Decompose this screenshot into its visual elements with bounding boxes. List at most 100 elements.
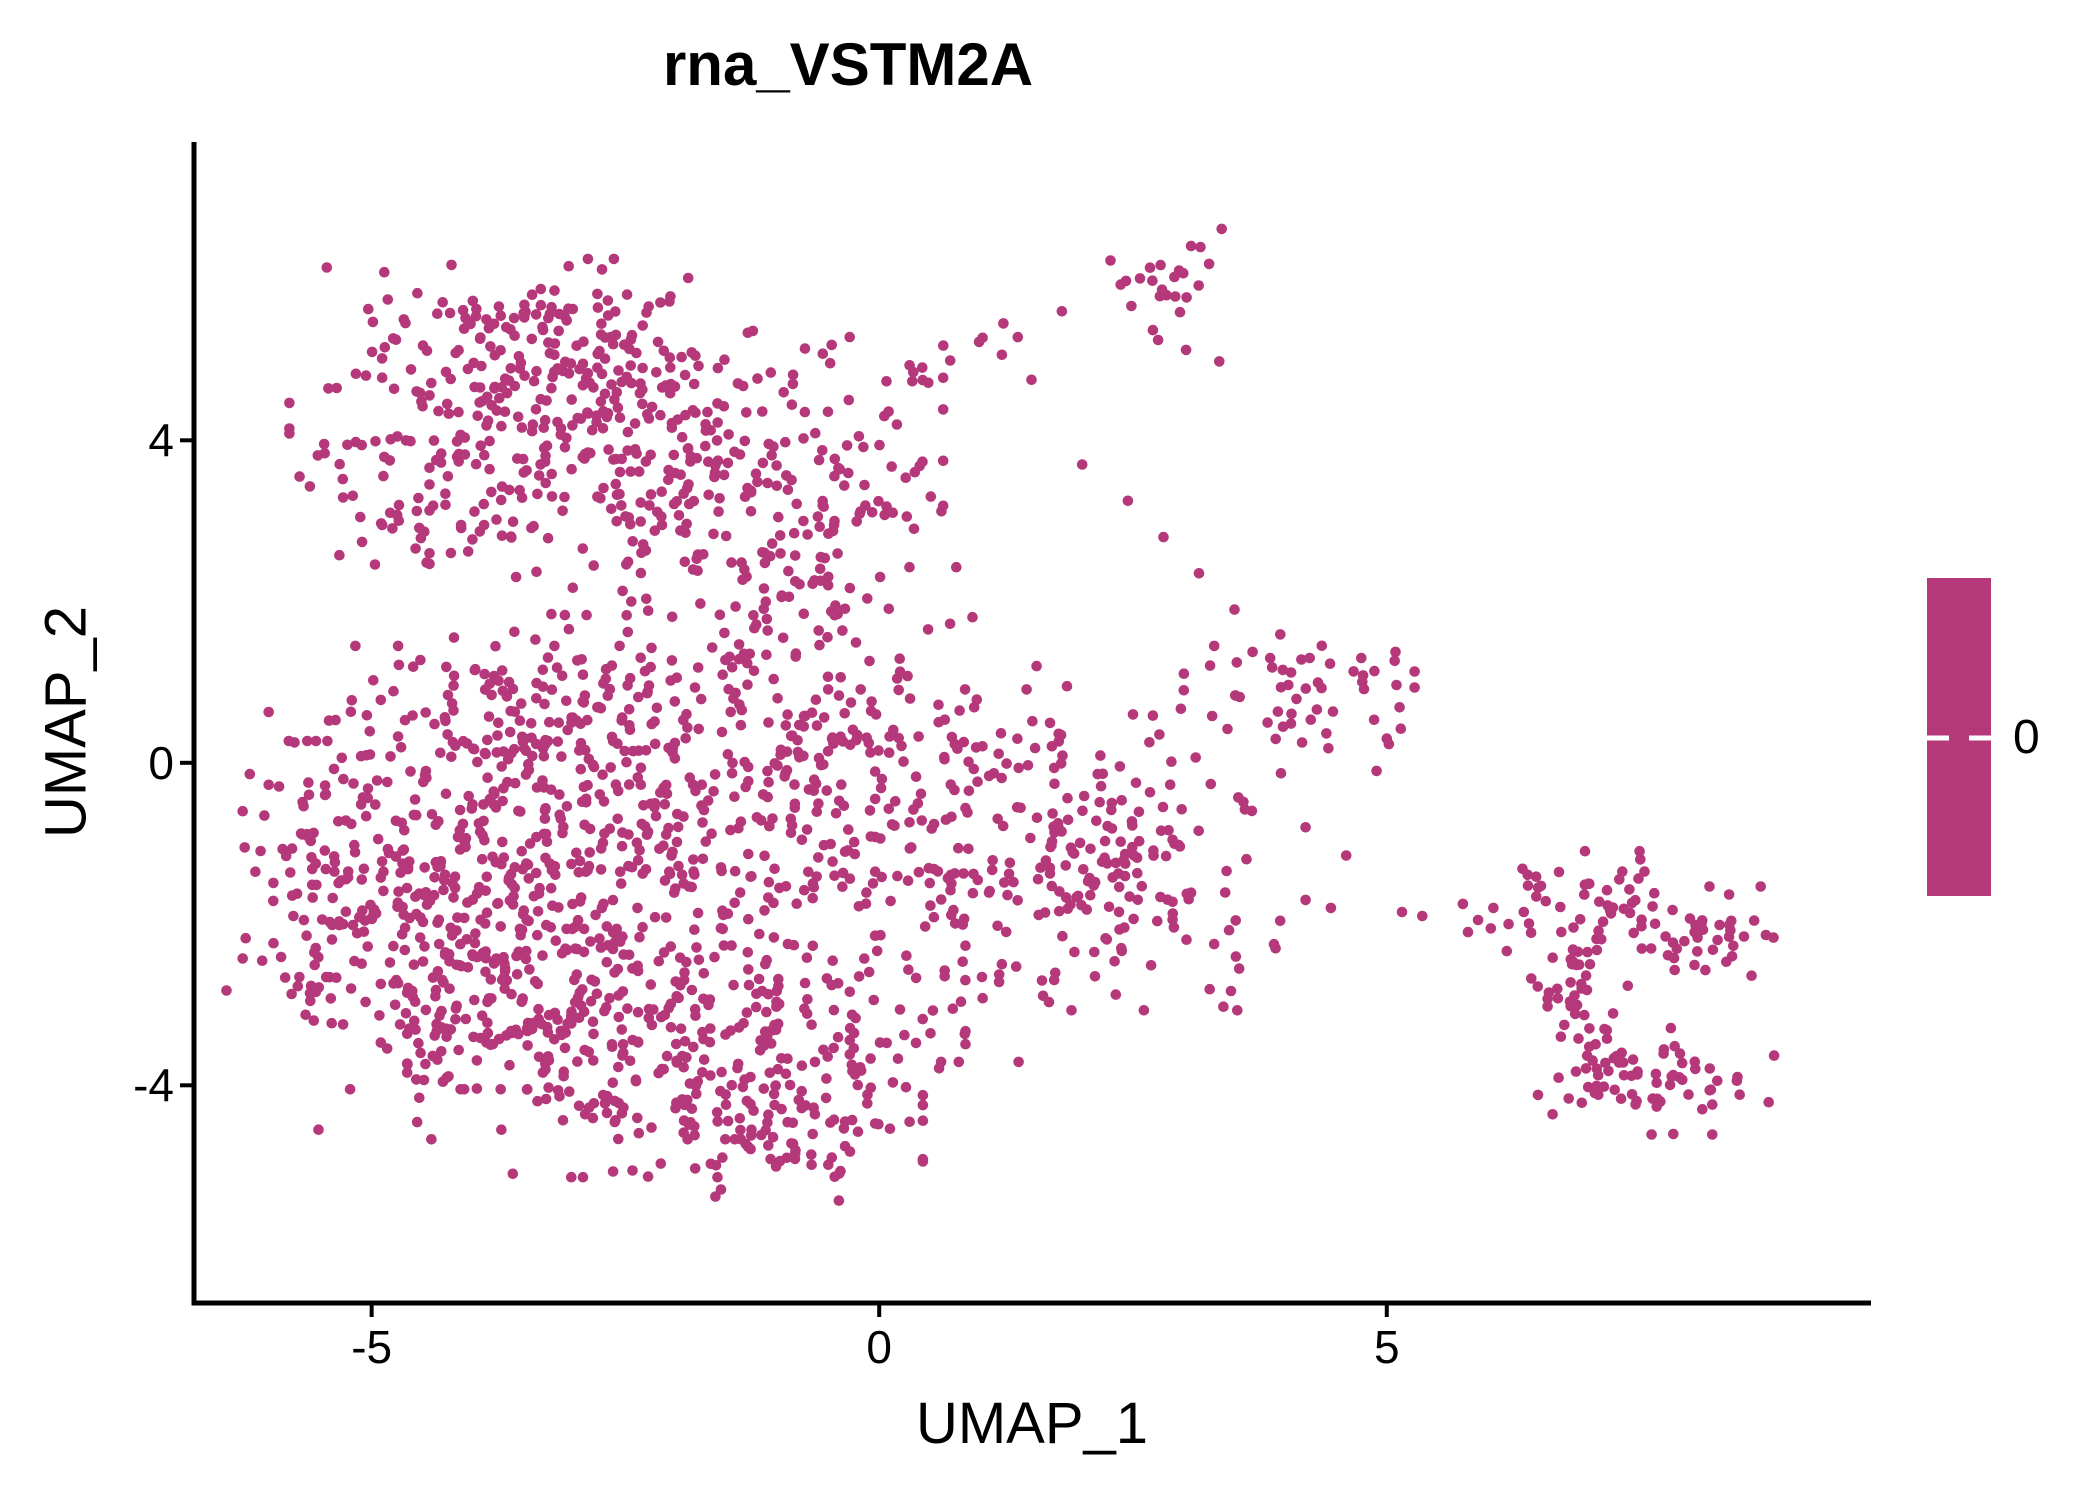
data-point [430,984,442,996]
data-point [567,420,578,431]
data-point [559,491,570,503]
data-point [1264,652,1276,664]
data-point [722,749,734,760]
data-point [787,369,799,381]
data-point [540,477,551,489]
data-point [693,954,705,966]
data-point [587,1016,599,1027]
data-point [543,1082,554,1093]
data-point [1062,792,1073,804]
data-point [739,1074,750,1085]
data-point [743,775,754,787]
data-point [407,985,418,997]
data-point [654,843,665,855]
data-point [480,966,491,978]
data-point [613,1133,624,1145]
data-point [622,626,634,638]
data-point [1085,889,1096,901]
data-point [639,821,651,832]
data-point [751,812,763,823]
data-point [483,711,495,722]
data-point [768,932,780,943]
data-point [645,449,656,461]
data-point [497,795,508,807]
data-point [375,518,387,529]
data-point [646,1122,657,1133]
data-point [761,1031,773,1043]
data-point [515,806,526,817]
data-point [531,831,542,843]
data-point [1071,892,1082,903]
data-point [451,436,463,447]
data-point [445,547,457,559]
data-point [313,1124,324,1135]
data-point [1630,894,1641,906]
data-point [487,851,498,863]
data-point [515,357,527,369]
data-point [1152,915,1163,927]
data-point [392,977,404,989]
data-point [761,954,772,966]
data-point [496,858,507,870]
data-point [318,438,330,450]
data-point [1540,895,1552,907]
data-point [672,808,683,820]
data-point [539,414,551,426]
data-point [623,860,634,872]
data-point [307,892,319,903]
data-point [712,1116,723,1127]
data-point [1044,717,1056,729]
data-point [1714,919,1725,931]
data-point [481,871,493,883]
data-point [496,974,508,986]
data-point [680,733,691,744]
data-point [622,445,633,456]
data-point [1147,324,1159,336]
data-point [1027,715,1038,727]
data-point [469,994,480,1006]
data-point [602,295,614,306]
data-point [1134,273,1146,284]
data-point [1707,1129,1718,1140]
data-point [1348,666,1359,677]
data-point [775,548,786,559]
data-point [1060,892,1072,903]
data-point [541,440,553,452]
data-point [709,471,720,483]
data-point [1311,704,1323,715]
data-point [613,365,624,376]
data-point [390,851,402,862]
data-point [1542,993,1553,1005]
data-point [688,1041,699,1053]
data-point [1056,306,1068,317]
data-point [670,1038,682,1050]
data-point [745,1130,757,1141]
data-point [1582,1081,1594,1093]
data-point [772,693,783,704]
data-point [639,665,651,677]
data-point [363,303,374,315]
data-point [819,552,831,564]
data-point [414,932,426,943]
data-point [1501,945,1513,957]
data-point [686,984,698,996]
data-point [953,842,964,854]
data-point [1131,852,1143,863]
data-point [310,986,322,998]
data-point [796,1060,808,1071]
data-point [681,483,693,494]
data-point [474,333,486,345]
data-point [428,435,440,446]
data-point [578,923,590,935]
data-point [1371,765,1382,777]
data-point [427,1050,439,1062]
data-point [614,640,625,652]
data-point [560,356,571,368]
data-point [482,1017,493,1029]
data-point [541,395,552,406]
data-point [1584,1023,1595,1034]
x-tick-label: -5 [351,1321,393,1373]
data-point [861,732,872,743]
data-point [1178,685,1190,696]
data-point [348,778,359,789]
